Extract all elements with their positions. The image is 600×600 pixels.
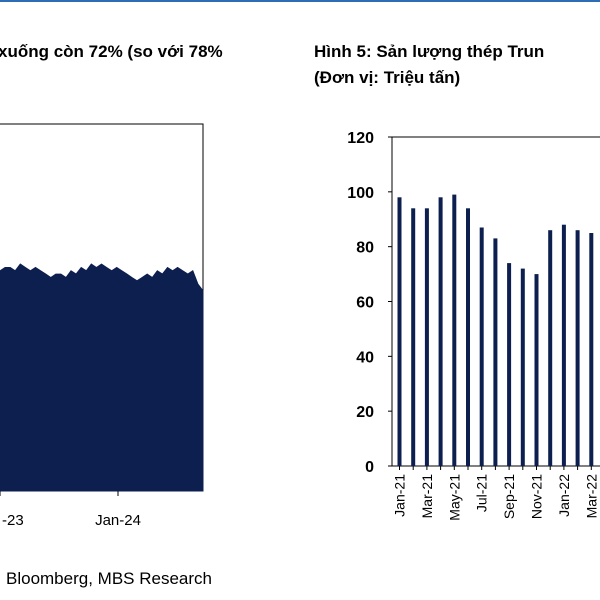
- left-area-series: [0, 263, 204, 492]
- right-y-tick-label: 20: [356, 404, 374, 421]
- right-y-tick-label: 120: [347, 130, 374, 147]
- right-bar: [397, 197, 402, 467]
- right-bar: [589, 233, 594, 466]
- right-bar: [507, 263, 512, 466]
- right-x-tick-label: Sep-21: [501, 474, 517, 519]
- right-y-tick-label: 100: [347, 185, 374, 202]
- right-bar: [479, 227, 484, 466]
- right-x-tick-label: Jul-21: [474, 474, 490, 512]
- right-x-tick-label: Jan-22: [556, 474, 572, 517]
- right-bar: [411, 208, 416, 467]
- right-bar-chart: 0 20 40 60 80 100 120 Jan-21 Mar-21 May-21 Jul-21 S…: [347, 130, 600, 521]
- right-x-tick-label: Nov-21: [529, 474, 545, 519]
- right-bar: [520, 268, 525, 466]
- right-bar: [438, 197, 443, 467]
- right-bar: [452, 194, 457, 466]
- right-x-tick-label: Jan-21: [392, 474, 408, 517]
- left-area-chart: -23 Jan-24: [0, 123, 204, 529]
- left-x-tick-label: Jan-24: [95, 512, 141, 529]
- right-bar: [561, 224, 566, 466]
- right-x-tick-label: Mar-21: [419, 474, 435, 519]
- right-y-tick-label: 60: [356, 295, 374, 312]
- right-bar: [575, 230, 580, 466]
- right-x-tick-label: May-21: [446, 474, 462, 521]
- right-chart-subtitle: (Đơn vị: Triệu tấn): [314, 68, 461, 87]
- right-x-tick-label: Mar-22: [583, 474, 599, 519]
- left-chart-title: xuống còn 72% (so với 78%: [0, 42, 223, 61]
- right-bar: [534, 274, 539, 466]
- top-frame-line: [0, 0, 600, 6]
- right-bar: [493, 238, 498, 466]
- right-bar: [424, 208, 429, 467]
- source-note: Bloomberg, MBS Research: [6, 569, 212, 588]
- right-y-tick-label: 40: [356, 349, 374, 366]
- left-x-tick-label: -23: [2, 512, 24, 529]
- right-y-tick-label: 80: [356, 240, 374, 257]
- right-bar: [548, 230, 553, 466]
- right-y-tick-label: 0: [365, 459, 374, 476]
- right-chart-title: Hình 5: Sản lượng thép Trun: [314, 42, 545, 61]
- right-bar: [466, 208, 470, 467]
